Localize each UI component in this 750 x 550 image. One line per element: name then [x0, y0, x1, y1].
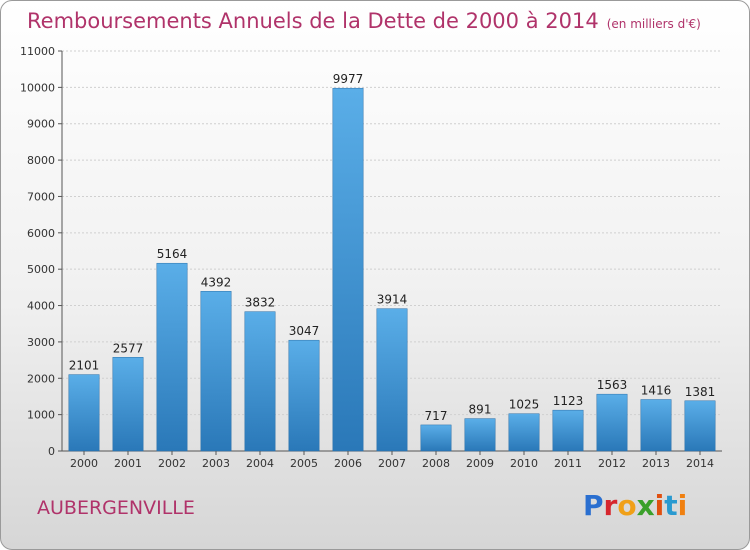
- y-tick-label: 8000: [27, 154, 55, 167]
- data-label: 3914: [377, 293, 408, 307]
- x-tick-label: 2006: [334, 457, 362, 470]
- x-tick-label: 2003: [202, 457, 230, 470]
- data-label: 2577: [113, 341, 144, 355]
- bar-2001: [112, 357, 144, 452]
- x-tick-label: 2005: [290, 457, 318, 470]
- bar-2005: [288, 339, 320, 452]
- bar-2007: [376, 308, 408, 452]
- logo-letter: i: [654, 489, 665, 522]
- proxiti-logo: Proxiti: [583, 489, 687, 522]
- y-tick-label: 11000: [20, 45, 55, 58]
- data-label: 891: [469, 403, 492, 417]
- bar-2014: [684, 400, 716, 452]
- data-label: 1381: [685, 385, 716, 399]
- y-tick-label: 9000: [27, 118, 55, 131]
- y-tick-label: 2000: [27, 372, 55, 385]
- data-label: 3832: [245, 296, 276, 310]
- data-label: 1563: [597, 378, 628, 392]
- y-tick-label: 7000: [27, 190, 55, 203]
- bar-2013: [640, 399, 672, 452]
- bar-2012: [596, 393, 628, 452]
- bar-2010: [508, 413, 540, 452]
- x-tick-label: 2008: [422, 457, 450, 470]
- y-tick-label: 6000: [27, 227, 55, 240]
- data-label: 1025: [509, 398, 540, 412]
- logo-letter: t: [664, 489, 678, 522]
- y-tick-label: 4000: [27, 300, 55, 313]
- bar-2002: [156, 262, 188, 452]
- bar-2008: [420, 424, 452, 452]
- data-label: 4392: [201, 275, 232, 289]
- chart-title: Remboursements Annuels de la Dette de 20…: [27, 9, 701, 33]
- bar-2003: [200, 291, 232, 452]
- bar-2000: [68, 374, 100, 452]
- data-label: 1123: [553, 394, 584, 408]
- logo-letter: x: [636, 489, 655, 522]
- x-tick-label: 2012: [598, 457, 626, 470]
- x-tick-label: 2009: [466, 457, 494, 470]
- bar-2006: [332, 87, 364, 452]
- x-tick-label: 2004: [246, 457, 274, 470]
- y-tick-label: 3000: [27, 336, 55, 349]
- x-tick-label: 2002: [158, 457, 186, 470]
- logo-letter: P: [583, 489, 604, 522]
- bar-2011: [552, 409, 584, 452]
- logo-letter: r: [603, 489, 618, 522]
- chart-subtitle: (en milliers d'€): [606, 17, 701, 31]
- x-tick-label: 2013: [642, 457, 670, 470]
- logo-letter: o: [617, 489, 637, 522]
- bar-2004: [244, 311, 276, 452]
- y-tick-label: 1000: [27, 409, 55, 422]
- x-tick-label: 2011: [554, 457, 582, 470]
- data-label: 5164: [157, 247, 188, 261]
- x-tick-label: 2007: [378, 457, 406, 470]
- x-tick-label: 2000: [70, 457, 98, 470]
- data-label: 1416: [641, 384, 672, 398]
- y-tick-label: 5000: [27, 263, 55, 276]
- y-tick-label: 0: [48, 445, 55, 458]
- x-tick-label: 2010: [510, 457, 538, 470]
- data-label: 3047: [289, 324, 320, 338]
- data-label: 9977: [333, 72, 364, 86]
- y-tick-label: 10000: [20, 81, 55, 94]
- title-text: Remboursements Annuels de la Dette de 20…: [27, 9, 599, 33]
- data-label: 717: [425, 409, 448, 423]
- logo-letter: i: [677, 489, 688, 522]
- commune-name: AUBERGENVILLE: [37, 497, 195, 519]
- data-label: 2101: [69, 359, 100, 373]
- x-tick-label: 2001: [114, 457, 142, 470]
- x-tick-label: 2014: [686, 457, 714, 470]
- bar-2009: [464, 418, 496, 452]
